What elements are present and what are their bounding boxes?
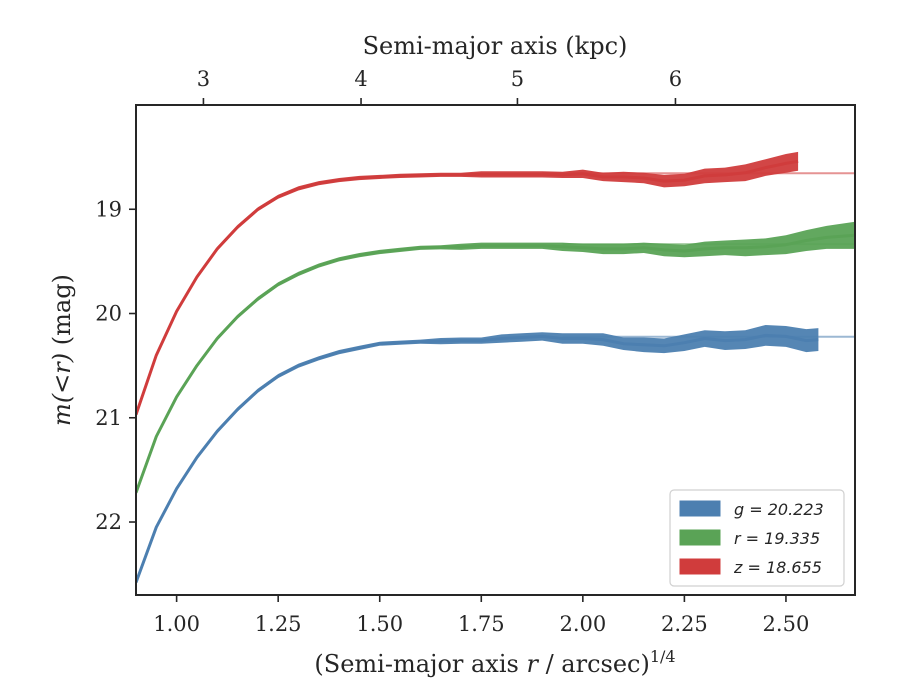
y-tick-label: 19 <box>95 197 122 221</box>
x-tick-label: 2.50 <box>763 612 810 636</box>
x-tick-label: 1.00 <box>153 612 200 636</box>
top-tick-label: 6 <box>669 67 682 91</box>
band-r <box>136 221 855 495</box>
plot-frame <box>135 104 856 596</box>
x-tick-label: 2.00 <box>559 612 606 636</box>
y-axis-ticks: 19 20 21 22 <box>95 197 136 534</box>
legend-swatch <box>679 529 721 546</box>
top-tick-label: 4 <box>354 67 367 91</box>
legend: g = 20.223 r = 19.335 z = 18.655 <box>669 489 845 587</box>
band-z <box>136 151 799 417</box>
series-line-r <box>136 233 855 494</box>
series-line-g <box>136 333 819 584</box>
legend-label: g = 20.223 <box>734 500 824 519</box>
y-tick-label: 21 <box>95 406 122 430</box>
x-tick-label: 1.50 <box>356 612 403 636</box>
x-axis-ticks: 1.00 1.25 1.50 1.75 2.00 2.25 2.50 <box>153 595 809 636</box>
x-tick-label: 1.25 <box>255 612 302 636</box>
series-layer <box>136 151 855 585</box>
top-tick-label: 5 <box>511 67 524 91</box>
x-tick-label: 2.25 <box>661 612 708 636</box>
top-axis-ticks: 3 4 5 6 <box>197 67 682 105</box>
series-line-z <box>136 159 799 416</box>
legend-label: r = 19.335 <box>734 529 820 548</box>
legend-swatch <box>679 500 721 517</box>
legend-label: z = 18.655 <box>733 558 822 577</box>
x-tick-label: 1.75 <box>458 612 505 636</box>
legend-swatch <box>679 558 721 575</box>
y-tick-label: 22 <box>95 510 122 534</box>
x-axis-title: (Semi-major axis r / arcsec)1/4 <box>314 647 675 678</box>
y-axis-title: m(<r) (mag) <box>48 274 76 426</box>
top-tick-label: 3 <box>197 67 210 91</box>
top-axis-title: Semi-major axis (kpc) <box>363 32 628 60</box>
y-tick-label: 20 <box>95 302 122 326</box>
